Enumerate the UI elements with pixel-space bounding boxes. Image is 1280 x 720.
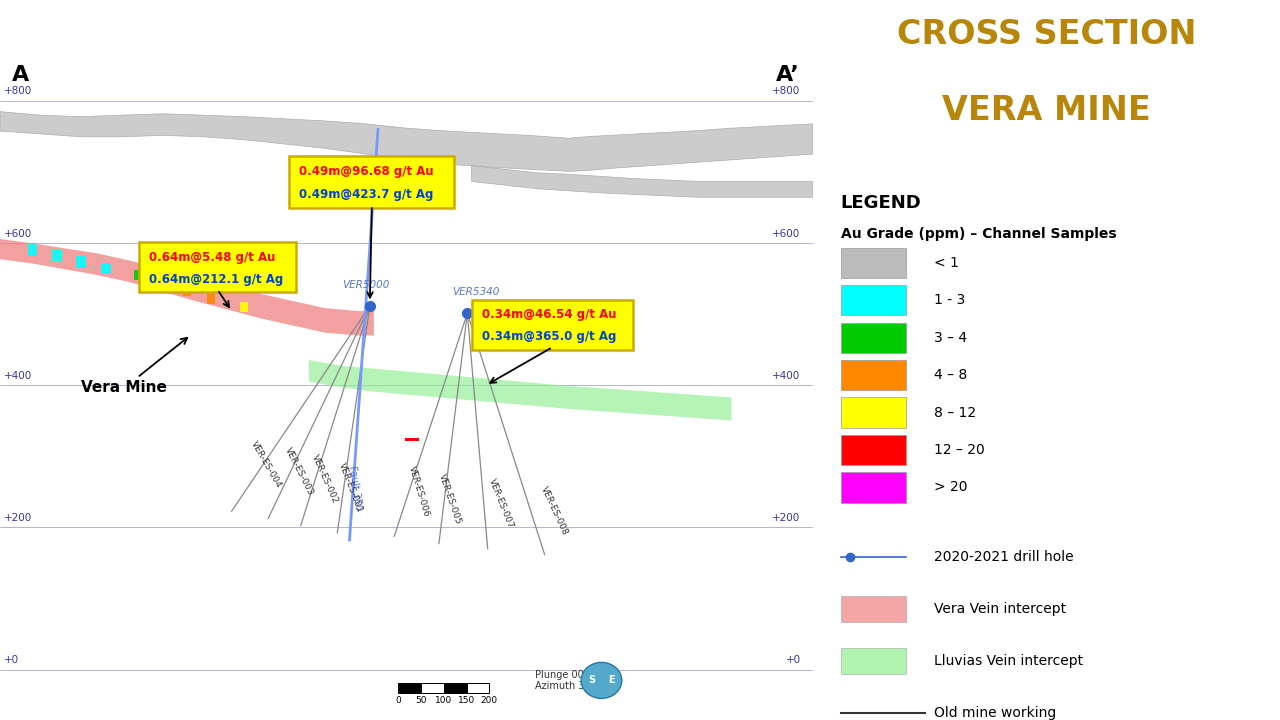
Text: VER-ES-004: VER-ES-004 xyxy=(250,439,284,490)
Bar xyxy=(841,596,906,622)
Bar xyxy=(101,263,110,274)
Text: 100: 100 xyxy=(435,696,452,704)
Bar xyxy=(28,244,37,256)
Bar xyxy=(841,397,906,428)
FancyBboxPatch shape xyxy=(472,300,634,350)
Bar xyxy=(398,683,421,693)
Text: VER5000: VER5000 xyxy=(342,280,389,290)
Text: 2020-2021 drill hole: 2020-2021 drill hole xyxy=(934,550,1074,564)
Text: LEGEND: LEGEND xyxy=(841,194,922,212)
Text: +600: +600 xyxy=(772,229,800,238)
Text: +800: +800 xyxy=(772,86,800,96)
Text: Vera Vein intercept: Vera Vein intercept xyxy=(934,602,1066,616)
Text: 0.34m@46.54 g/t Au: 0.34m@46.54 g/t Au xyxy=(483,308,617,321)
Text: VER-ES-002: VER-ES-002 xyxy=(310,453,340,505)
Text: 0: 0 xyxy=(396,696,401,704)
Bar xyxy=(239,302,248,312)
Text: < 1: < 1 xyxy=(934,256,959,270)
Bar xyxy=(841,360,906,390)
Text: Lluvias Vein intercept: Lluvias Vein intercept xyxy=(934,654,1083,668)
Text: Plunge 00
Azimuth 315: Plunge 00 Azimuth 315 xyxy=(535,670,596,691)
Text: +200: +200 xyxy=(4,513,32,523)
Text: 150: 150 xyxy=(458,696,475,704)
Text: Old mine working: Old mine working xyxy=(934,706,1056,720)
Text: +0: +0 xyxy=(4,655,19,665)
Text: A’: A’ xyxy=(776,65,800,85)
Bar xyxy=(841,323,906,353)
Text: 12 – 20: 12 – 20 xyxy=(934,443,986,457)
Circle shape xyxy=(581,662,622,698)
Bar xyxy=(134,270,142,280)
Text: Vera Mine: Vera Mine xyxy=(82,338,187,395)
Polygon shape xyxy=(0,112,813,171)
Text: 0.49m@96.68 g/t Au: 0.49m@96.68 g/t Au xyxy=(300,165,434,178)
Bar xyxy=(183,286,191,296)
Text: +600: +600 xyxy=(4,229,32,238)
Text: 8 – 12: 8 – 12 xyxy=(934,405,977,420)
Text: +400: +400 xyxy=(4,371,32,381)
Bar xyxy=(77,256,86,268)
Text: VER-ES-005: VER-ES-005 xyxy=(436,472,462,526)
Text: +200: +200 xyxy=(772,513,800,523)
Text: VER-ES-001: VER-ES-001 xyxy=(338,462,365,514)
Text: VER-ES-008: VER-ES-008 xyxy=(539,485,570,537)
Text: E: E xyxy=(608,675,614,685)
Text: 0.34m@365.0 g/t Ag: 0.34m@365.0 g/t Ag xyxy=(483,330,617,343)
Bar xyxy=(159,277,166,287)
Text: 200: 200 xyxy=(481,696,498,704)
Polygon shape xyxy=(471,166,813,197)
Text: Fault 350: Fault 350 xyxy=(347,465,364,511)
Text: +0: +0 xyxy=(786,655,800,665)
Bar xyxy=(444,683,466,693)
Bar xyxy=(207,294,215,304)
FancyBboxPatch shape xyxy=(289,156,454,208)
Bar xyxy=(841,648,906,674)
Text: +800: +800 xyxy=(4,86,32,96)
Text: 0.49m@423.7 g/t Ag: 0.49m@423.7 g/t Ag xyxy=(300,189,434,202)
Text: Au Grade (ppm) – Channel Samples: Au Grade (ppm) – Channel Samples xyxy=(841,227,1116,240)
Bar xyxy=(52,250,61,261)
Polygon shape xyxy=(308,360,732,420)
Text: 3 – 4: 3 – 4 xyxy=(934,330,968,345)
Text: CROSS SECTION: CROSS SECTION xyxy=(897,18,1196,51)
Text: > 20: > 20 xyxy=(934,480,968,495)
Bar xyxy=(466,683,489,693)
FancyBboxPatch shape xyxy=(140,242,296,292)
Bar xyxy=(841,472,906,503)
Text: A: A xyxy=(13,65,29,85)
Bar xyxy=(841,435,906,465)
Bar xyxy=(421,683,444,693)
Bar xyxy=(841,285,906,315)
Bar xyxy=(841,248,906,278)
Text: VER5340: VER5340 xyxy=(452,287,499,297)
Polygon shape xyxy=(0,239,374,336)
Text: 4 – 8: 4 – 8 xyxy=(934,368,968,382)
Text: +400: +400 xyxy=(772,371,800,381)
Text: 0.64m@212.1 g/t Ag: 0.64m@212.1 g/t Ag xyxy=(148,273,283,286)
Text: VERA MINE: VERA MINE xyxy=(942,94,1151,127)
Text: S: S xyxy=(588,675,595,685)
Text: VER-ES-007: VER-ES-007 xyxy=(488,478,516,530)
Text: 1 - 3: 1 - 3 xyxy=(934,293,965,307)
Text: VER-ES-006: VER-ES-006 xyxy=(407,464,430,518)
Text: VER-ES-003: VER-ES-003 xyxy=(283,446,315,497)
Text: 0.64m@5.48 g/t Au: 0.64m@5.48 g/t Au xyxy=(148,251,275,264)
Text: 50: 50 xyxy=(415,696,426,704)
